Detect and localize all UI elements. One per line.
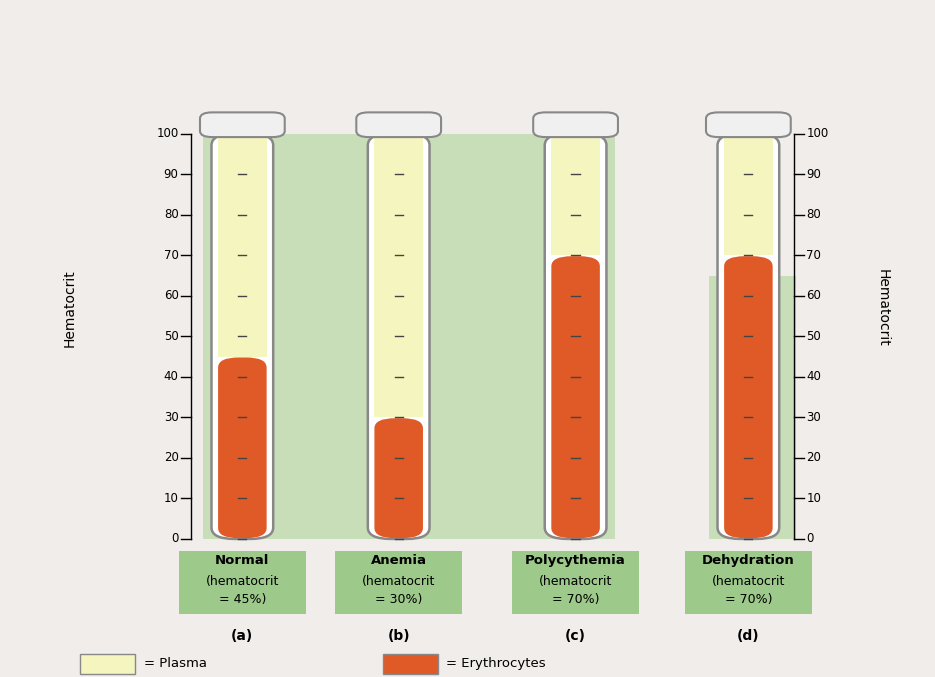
Text: 100: 100 xyxy=(806,127,828,140)
FancyBboxPatch shape xyxy=(511,551,640,614)
Text: 70: 70 xyxy=(164,249,179,262)
Text: 90: 90 xyxy=(164,168,179,181)
Text: = Erythrocytes: = Erythrocytes xyxy=(447,657,546,670)
Text: (c): (c) xyxy=(565,630,586,643)
FancyBboxPatch shape xyxy=(218,357,266,538)
Text: = 70%): = 70%) xyxy=(552,593,599,607)
Text: (d): (d) xyxy=(737,630,759,643)
Text: 60: 60 xyxy=(806,289,821,303)
Text: = 45%): = 45%) xyxy=(219,593,266,607)
Bar xyxy=(218,135,266,357)
Text: 30: 30 xyxy=(806,411,821,424)
Text: 40: 40 xyxy=(164,370,179,383)
Bar xyxy=(383,654,439,674)
FancyBboxPatch shape xyxy=(706,112,791,137)
Text: (b): (b) xyxy=(387,630,410,643)
Text: 50: 50 xyxy=(164,330,179,343)
Text: Hematocrit: Hematocrit xyxy=(875,269,889,347)
Text: Normal: Normal xyxy=(215,554,269,567)
Text: Hematocrit: Hematocrit xyxy=(63,269,77,347)
Text: = 70%): = 70%) xyxy=(725,593,772,607)
Text: 30: 30 xyxy=(164,411,179,424)
Text: 80: 80 xyxy=(164,209,179,221)
Text: (hematocrit: (hematocrit xyxy=(539,575,612,588)
Text: 100: 100 xyxy=(156,127,179,140)
Text: 70: 70 xyxy=(806,249,821,262)
Bar xyxy=(552,135,600,255)
Text: Anemia: Anemia xyxy=(370,554,426,567)
Text: 40: 40 xyxy=(806,370,821,383)
Bar xyxy=(203,134,614,539)
FancyBboxPatch shape xyxy=(533,112,618,137)
Text: 20: 20 xyxy=(806,452,821,464)
Bar xyxy=(374,135,423,418)
Bar xyxy=(724,135,772,255)
FancyBboxPatch shape xyxy=(367,134,429,539)
Bar xyxy=(80,654,136,674)
FancyBboxPatch shape xyxy=(724,256,772,538)
FancyBboxPatch shape xyxy=(179,551,306,614)
FancyBboxPatch shape xyxy=(684,551,813,614)
Text: 0: 0 xyxy=(806,532,813,546)
FancyBboxPatch shape xyxy=(552,256,600,538)
FancyBboxPatch shape xyxy=(356,112,441,137)
FancyBboxPatch shape xyxy=(335,551,463,614)
FancyBboxPatch shape xyxy=(200,112,285,137)
FancyBboxPatch shape xyxy=(374,418,423,538)
Text: (hematocrit: (hematocrit xyxy=(712,575,785,588)
Text: (hematocrit: (hematocrit xyxy=(362,575,436,588)
Text: 90: 90 xyxy=(806,168,821,181)
FancyBboxPatch shape xyxy=(717,134,779,539)
Text: 0: 0 xyxy=(171,532,179,546)
Text: 60: 60 xyxy=(164,289,179,303)
Text: 80: 80 xyxy=(806,209,821,221)
Text: = 30%): = 30%) xyxy=(375,593,423,607)
FancyBboxPatch shape xyxy=(211,134,273,539)
FancyBboxPatch shape xyxy=(545,134,607,539)
Text: 10: 10 xyxy=(164,492,179,505)
Text: = Plasma: = Plasma xyxy=(144,657,207,670)
Text: Dehydration: Dehydration xyxy=(702,554,795,567)
Text: (a): (a) xyxy=(231,630,253,643)
Text: 50: 50 xyxy=(806,330,821,343)
Text: 20: 20 xyxy=(164,452,179,464)
Bar xyxy=(710,276,796,539)
Text: (hematocrit: (hematocrit xyxy=(206,575,279,588)
Text: 10: 10 xyxy=(806,492,821,505)
Text: Polycythemia: Polycythemia xyxy=(525,554,626,567)
